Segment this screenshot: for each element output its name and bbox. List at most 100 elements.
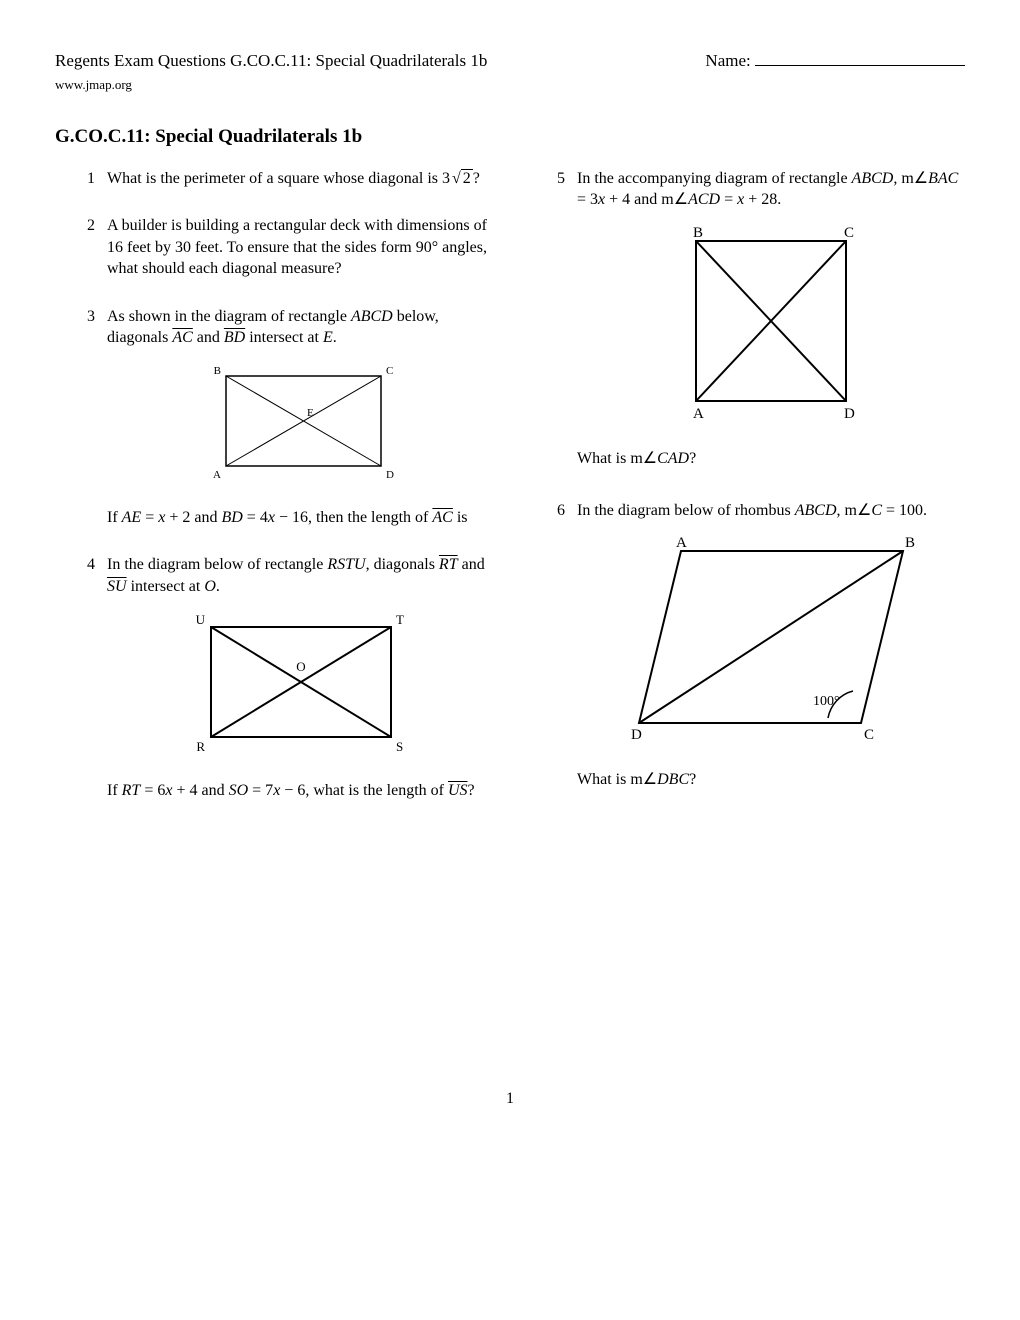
svg-text:R: R [196, 739, 205, 754]
question-6: 6 In the diagram below of rhombus ABCD, … [525, 500, 965, 791]
q3-bd2: BD [221, 509, 242, 526]
question-body: As shown in the diagram of rectangle ABC… [107, 306, 495, 528]
q4-o: O [204, 578, 216, 595]
q6-diagram: A B C D 100° [577, 533, 965, 755]
q4-p4: + 4 and [172, 782, 228, 799]
q6-c: C [871, 502, 882, 519]
svg-text:C: C [386, 365, 393, 377]
svg-text:100°: 100° [813, 694, 840, 709]
question-number: 1 [55, 168, 107, 190]
q4-q: ? [468, 782, 475, 799]
q1-text-a: What is the perimeter of a square whose … [107, 170, 442, 187]
q3-t1: As shown in the diagram of rectangle [107, 308, 351, 325]
svg-text:B: B [905, 535, 915, 551]
svg-text:S: S [396, 739, 403, 754]
q4-so: SO [229, 782, 249, 799]
sqrt-icon: 2 [450, 168, 473, 190]
q5-eq1: = 3 [577, 191, 598, 208]
question-number: 5 [525, 168, 577, 470]
q4-l2a: If [107, 782, 122, 799]
q3-diagram: B C A D E [107, 361, 495, 493]
q5-ask-b: ? [689, 450, 696, 467]
q3-ac2: AC [432, 509, 452, 526]
q3-m16: − 16, then the length of [275, 509, 432, 526]
q4-rt2: RT [122, 782, 141, 799]
q3-p2: + 2 and [165, 509, 221, 526]
question-number: 6 [525, 500, 577, 791]
question-body: What is the perimeter of a square whose … [107, 168, 495, 190]
svg-text:C: C [864, 727, 874, 743]
q4-diagram: U T R S O [107, 609, 495, 766]
q3-eq2: = 4 [243, 509, 268, 526]
q6-abcd: ABCD [795, 502, 837, 519]
q5-p4: + 4 and m∠ [605, 191, 688, 208]
svg-text:A: A [676, 535, 687, 551]
question-5: 5 In the accompanying diagram of rectang… [525, 168, 965, 470]
header-title: Regents Exam Questions G.CO.C.11: Specia… [55, 51, 487, 70]
rhombus-diagram-icon: A B C D 100° [621, 533, 921, 748]
svg-text:A: A [693, 406, 704, 422]
q1-coef: 3 [442, 170, 450, 187]
question-number: 2 [55, 215, 107, 280]
question-number: 3 [55, 306, 107, 528]
svg-text:B: B [693, 225, 703, 241]
question-3: 3 As shown in the diagram of rectangle A… [55, 306, 495, 528]
q5-t2: , m∠ [893, 170, 928, 187]
q4-t3: intersect at [127, 578, 205, 595]
svg-text:D: D [844, 406, 855, 422]
name-field: Name: [705, 50, 965, 73]
q4-t1: In the diagram below of rectangle [107, 556, 327, 573]
question-body: A builder is building a rectangular deck… [107, 215, 495, 280]
q1-text-b: ? [473, 170, 480, 187]
q6-t1: In the diagram below of rhombus [577, 502, 795, 519]
question-1: 1 What is the perimeter of a square whos… [55, 168, 495, 190]
question-2: 2 A builder is building a rectangular de… [55, 215, 495, 280]
q3-ac: AC [172, 329, 192, 346]
svg-text:A: A [213, 469, 221, 481]
left-column: 1 What is the perimeter of a square whos… [55, 168, 495, 828]
q6-eq: = 100. [882, 502, 927, 519]
header-left: Regents Exam Questions G.CO.C.11: Specia… [55, 50, 487, 96]
question-number: 4 [55, 554, 107, 801]
right-column: 5 In the accompanying diagram of rectang… [525, 168, 965, 828]
q4-rstu: RSTU [327, 556, 365, 573]
q3-bd: BD [224, 329, 245, 346]
q4-m6: − 6, what is the length of [280, 782, 448, 799]
q3-and: and [193, 329, 224, 346]
q4-p: . [216, 578, 220, 595]
q6-ask-a: What is m∠ [577, 771, 657, 788]
svg-text:U: U [196, 612, 206, 627]
name-blank-line [755, 65, 965, 66]
svg-text:D: D [631, 727, 642, 743]
question-body: In the diagram below of rhombus ABCD, m∠… [577, 500, 965, 791]
q1-radicand: 2 [461, 169, 473, 187]
svg-text:O: O [296, 659, 305, 674]
q5-diagram: B C A D [577, 223, 965, 435]
q6-dbc: DBC [657, 771, 689, 788]
q3-eq1: = [141, 509, 158, 526]
header-url: www.jmap.org [55, 77, 132, 92]
q6-t2: , m∠ [837, 502, 872, 519]
q5-abcd: ABCD [852, 170, 894, 187]
q4-t2: , diagonals [366, 556, 439, 573]
rectangle-diagram-icon: B C A D [666, 223, 876, 428]
q3-abcd: ABCD [351, 308, 393, 325]
svg-text:B: B [214, 365, 221, 377]
q3-is: is [453, 509, 468, 526]
question-4: 4 In the diagram below of rectangle RSTU… [55, 554, 495, 801]
q5-eq2: = [720, 191, 737, 208]
q4-and: and [458, 556, 485, 573]
header: Regents Exam Questions G.CO.C.11: Specia… [55, 50, 965, 96]
svg-text:C: C [844, 225, 854, 241]
svg-text:D: D [386, 469, 394, 481]
q3-e: E [323, 329, 333, 346]
q3-l2a: If [107, 509, 122, 526]
svg-text:E: E [307, 407, 314, 419]
q5-p28: + 28. [744, 191, 781, 208]
q3-ae: AE [122, 509, 142, 526]
question-body: In the diagram below of rectangle RSTU, … [107, 554, 495, 801]
q4-us: US [448, 782, 468, 799]
section-title: G.CO.C.11: Special Quadrilaterals 1b [55, 124, 965, 150]
q3-p: . [333, 329, 337, 346]
q5-cad: CAD [657, 450, 689, 467]
